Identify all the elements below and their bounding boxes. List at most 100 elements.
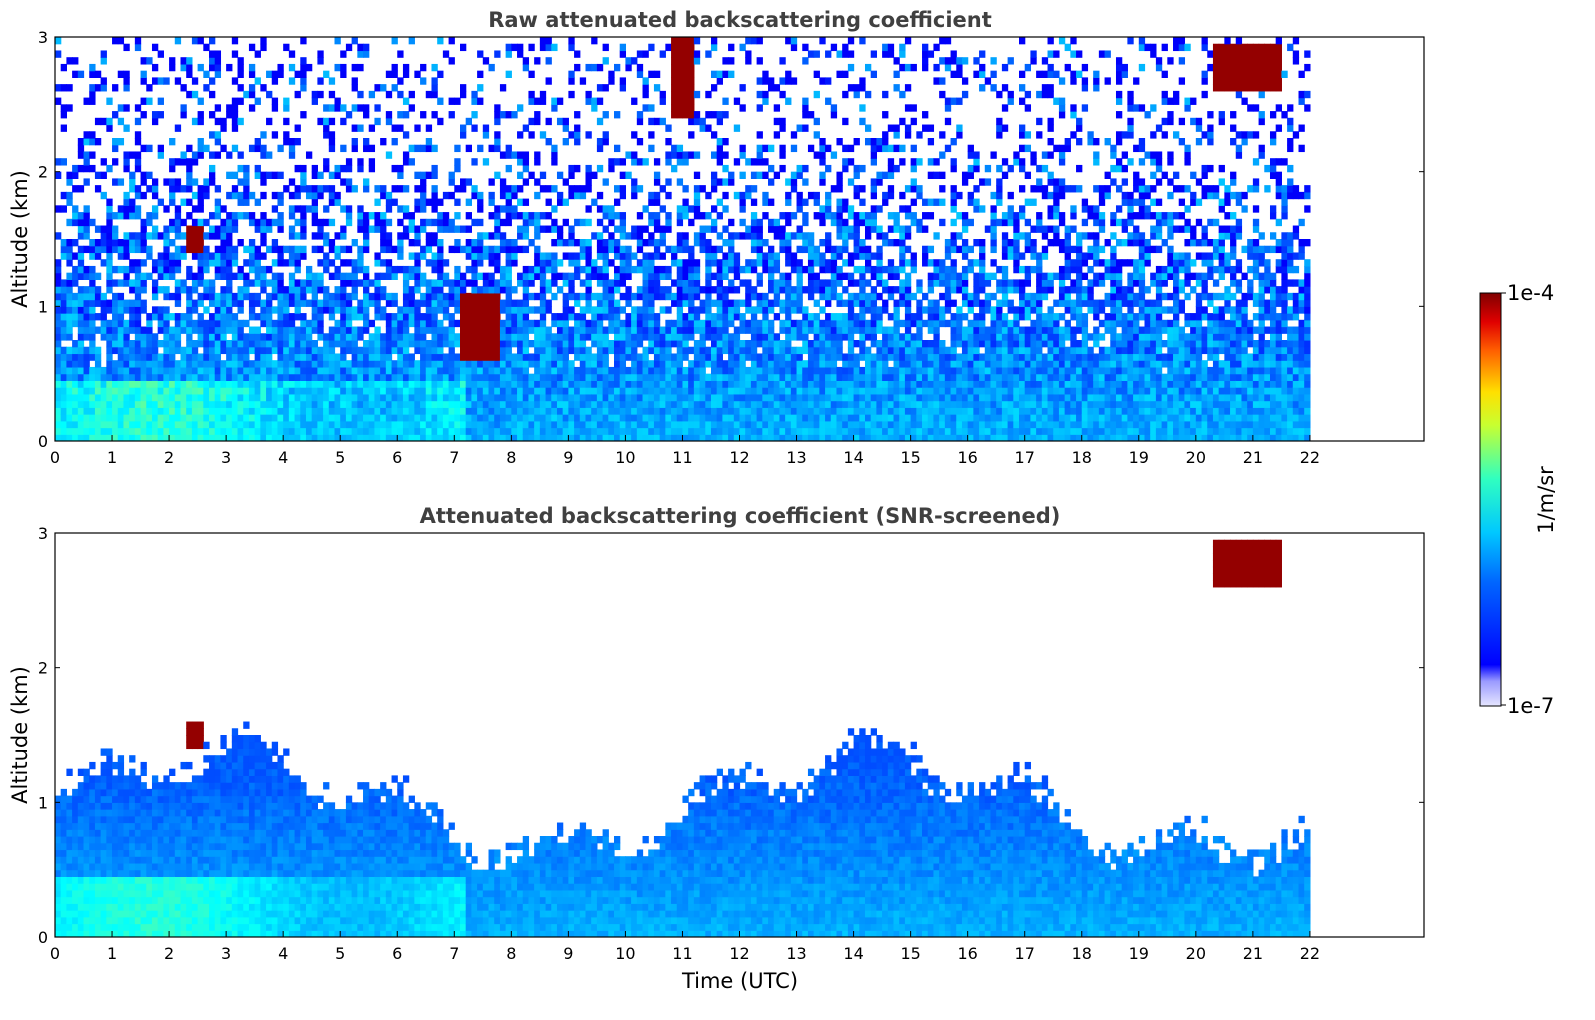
heatmap-cell [397,414,404,422]
heatmap-cell [505,70,512,78]
heatmap-cell [768,414,775,422]
heatmap-cell [363,239,370,247]
heatmap-cell [55,50,62,58]
heatmap-cell [790,407,798,415]
heatmap-cell [813,346,820,355]
heatmap-cell [123,366,130,375]
heatmap-cell [728,306,735,314]
heatmap-cell [768,373,775,381]
heatmap-cell [157,313,164,321]
heatmap-cell [682,104,689,112]
heatmap-cell [448,427,455,435]
heatmap-cell [294,185,301,193]
heatmap-cell [545,212,552,220]
heatmap-cell [157,360,164,368]
heatmap-cell [226,306,233,314]
heatmap-cell [129,232,136,240]
heatmap-cell [55,205,62,213]
heatmap-cell [237,191,244,200]
heatmap-cell [180,279,187,287]
heatmap-cell [157,420,164,429]
heatmap-cell [209,353,216,361]
heatmap-cell [779,212,786,220]
heatmap-cell [209,286,216,294]
heatmap-cell [254,393,261,402]
heatmap-cell [317,279,324,287]
heatmap-cell [254,420,261,429]
heatmap-cell [77,400,85,408]
heatmap-cell [112,393,119,402]
heatmap-cell [140,171,147,179]
heatmap-cell [151,265,159,274]
heatmap-cell [334,427,341,435]
heatmap-cell [682,185,689,193]
heatmap-cell [779,373,786,381]
heatmap-cell [83,265,90,274]
heatmap-cell [517,158,524,166]
heatmap-cell [619,393,627,402]
heatmap-cell [55,306,62,314]
heatmap-cell [328,191,336,200]
heatmap-cell [77,225,85,233]
heatmap-cell [813,191,820,200]
heatmap-cell [385,265,393,274]
heatmap-cell [830,279,838,287]
heatmap-cell [574,380,581,388]
heatmap-cell [665,292,672,301]
heatmap-cell [368,366,376,375]
heatmap-cell [214,252,222,260]
heatmap-cell [454,265,461,274]
heatmap-cell [191,191,199,200]
heatmap-cell [151,427,159,435]
heatmap-cell [574,50,581,58]
heatmap-cell [345,319,353,328]
heatmap-cell [60,393,67,402]
heatmap-cell [408,158,415,166]
heatmap-cell [488,292,495,301]
heatmap-cell [539,380,547,388]
heatmap-cell [77,434,85,441]
heatmap-cell [146,407,153,415]
heatmap-cell [351,427,358,435]
heatmap-cell [209,360,216,368]
heatmap-cell [653,84,661,92]
heatmap-cell [579,414,587,422]
heatmap-cell [551,313,558,321]
heatmap-cell [813,393,820,402]
heatmap-cell [305,326,313,334]
heatmap-cell [842,286,849,294]
heatmap-cell [402,111,410,119]
heatmap-cell [539,387,547,395]
heatmap-cell [477,414,484,422]
heatmap-cell [716,111,723,119]
heatmap-cell [237,299,244,307]
heatmap-cell [340,178,347,186]
heatmap-cell [180,218,187,227]
heatmap-cell [551,340,558,348]
heatmap-cell [140,245,147,254]
heatmap-cell [340,373,347,381]
heatmap-cell [682,393,689,402]
heatmap-cell [785,319,792,328]
heatmap-cell [351,138,358,146]
heatmap-cell [237,272,244,280]
heatmap-cell [55,299,62,307]
heatmap-cell [271,104,279,112]
heatmap-cell [72,380,79,388]
heatmap-cell [790,212,798,220]
heatmap-cell [197,326,204,334]
heatmap-cell [191,346,199,355]
heatmap-cell [311,286,318,294]
heatmap-cell [94,225,102,233]
heatmap-cell [231,117,239,126]
heatmap-cell [134,420,142,429]
heatmap-cell [505,380,512,388]
heatmap-cell [551,272,558,280]
heatmap-cell [728,407,735,415]
heatmap-cell [214,393,222,402]
heatmap-cell [60,366,67,375]
heatmap-cell [340,319,347,328]
heatmap-cell [351,313,358,321]
heatmap-cell [83,212,90,220]
heatmap-cell [465,393,472,402]
